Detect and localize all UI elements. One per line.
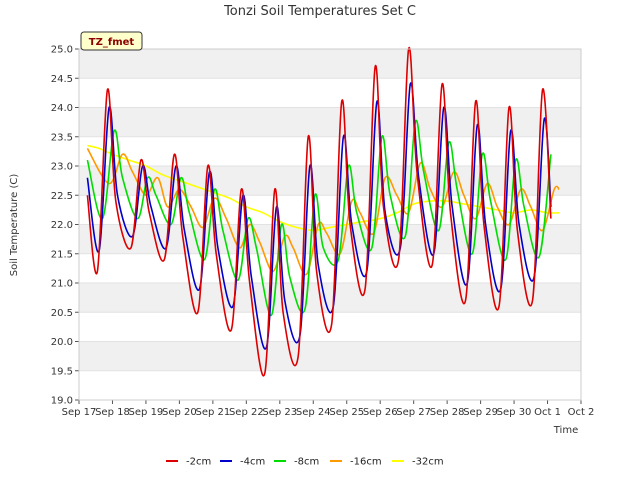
y-tick-label: 20.0 [51,337,73,348]
plot-band [79,49,581,79]
series-line-8cmcm [86,119,552,317]
x-tick-label: Sep 24 [296,407,331,418]
x-tick-label: Sep 26 [363,407,398,418]
plot-band [79,283,581,313]
x-tick-label: Sep 23 [262,407,297,418]
y-tick-label: 25.0 [51,45,73,56]
x-tick-label: Sep 19 [129,407,164,418]
legend: -2cm -4cm -8cm -16cm -32cm [166,457,444,468]
plot-band [79,78,581,108]
plot-frame [78,48,582,401]
y-axis-label: Soil Temperature (C) [9,174,20,277]
y-tick-label: 24.5 [51,74,73,85]
chart-title: Tonzi Soil Temperatures Set C [223,4,416,19]
plot-band [79,341,581,371]
annotation-label: TZ_fmet [89,37,135,48]
y-tick-label: 24.0 [51,103,73,114]
y-tick-label: 19.5 [51,366,73,377]
plot-band [79,370,581,400]
legend-label: -2cm [186,457,211,468]
plot-band [79,107,581,137]
legend-label: -32cm [412,457,444,468]
x-tick-label: Sep 27 [396,407,431,418]
x-axis-label: Time [553,425,578,436]
legend-label: -16cm [350,457,382,468]
x-tick-label: Sep 29 [463,407,498,418]
x-tick-label: Sep 30 [497,407,532,418]
y-tick-label: 23.0 [51,162,73,173]
y-tick-label: 21.5 [51,249,73,260]
series-line-2cmcm [86,46,552,377]
plot-band [79,312,581,342]
y-tick-label: 19.0 [51,396,73,407]
y-axis-ticks: 19.0 19.5 20.0 20.5 21.0 21.5 22.0 22.5 23.0 23.5… [51,45,79,407]
plot-band [79,136,581,166]
y-tick-label: 22.5 [51,191,73,202]
x-tick-label: Sep 28 [430,407,465,418]
x-tick-label: Sep 18 [95,407,130,418]
series-lines [86,46,560,377]
annotation-box: TZ_fmet [80,31,143,51]
x-tick-label: Sep 22 [229,407,264,418]
y-tick-label: 23.5 [51,132,73,143]
x-tick-label: Sep 17 [62,407,97,418]
x-tick-label: Sep 25 [329,407,364,418]
legend-label: -8cm [294,457,319,468]
y-tick-label: 21.0 [51,279,73,290]
x-tick-label: Sep 20 [162,407,197,418]
x-tick-label: Oct 2 [568,407,595,418]
y-tick-label: 22.0 [51,220,73,231]
y-tick-label: 20.5 [51,308,73,319]
legend-label: -4cm [240,457,265,468]
x-tick-label: Sep 21 [195,407,230,418]
x-tick-label: Oct 1 [534,407,561,418]
plot-band [79,253,581,283]
